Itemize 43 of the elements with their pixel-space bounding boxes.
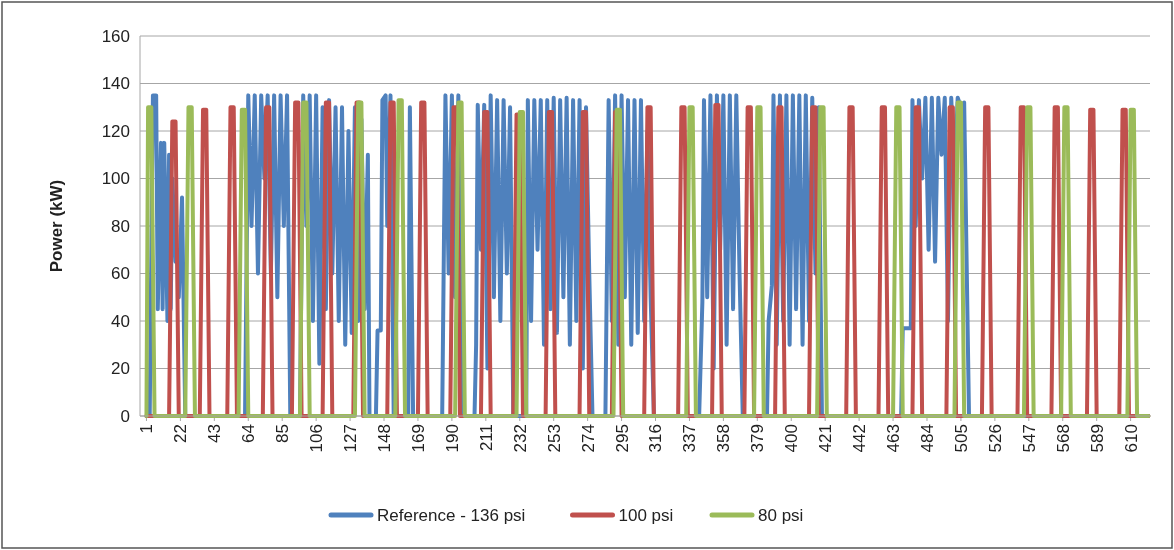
- x-tick-label: 64: [239, 424, 259, 443]
- x-tick-label: 22: [171, 424, 191, 443]
- legend-label: 80 psi: [758, 505, 804, 525]
- legend-label: Reference - 136 psi: [377, 505, 526, 525]
- x-tick-label: 232: [510, 424, 530, 453]
- y-tick-label: 120: [101, 121, 130, 141]
- x-tick-label: 43: [205, 424, 225, 443]
- y-tick-label: 20: [111, 359, 130, 379]
- x-tick-label: 295: [612, 424, 632, 453]
- x-tick-label: 190: [442, 424, 462, 453]
- y-tick-label: 160: [101, 26, 130, 46]
- y-tick-label: 0: [120, 406, 130, 426]
- x-tick-label: 379: [748, 424, 768, 453]
- y-tick-label: 140: [101, 74, 130, 94]
- y-tick-label: 40: [111, 311, 130, 331]
- x-tick-label: 463: [884, 424, 904, 453]
- x-tick-label: 526: [985, 424, 1005, 453]
- y-tick-label: 60: [111, 264, 130, 284]
- x-tick-label: 400: [782, 424, 802, 453]
- x-tick-label: 358: [714, 424, 734, 453]
- x-tick-label: 547: [1019, 424, 1039, 453]
- x-tick-label: 484: [917, 424, 937, 453]
- x-tick-label: 211: [476, 424, 496, 452]
- x-tick-label: 1: [137, 424, 157, 434]
- x-tick-label: 316: [646, 424, 666, 453]
- x-tick-label: 505: [951, 424, 971, 453]
- x-tick-label: 253: [544, 424, 564, 453]
- y-axis-title: Power (kW): [47, 179, 66, 273]
- x-tick-label: 106: [307, 424, 327, 453]
- x-tick-label: 85: [273, 424, 293, 443]
- y-tick-label: 100: [101, 169, 130, 189]
- legend-label: 100 psi: [618, 505, 674, 525]
- x-tick-label: 169: [408, 424, 428, 453]
- x-tick-label: 421: [816, 424, 836, 453]
- x-tick-label: 568: [1053, 424, 1073, 453]
- x-tick-label: 442: [850, 424, 870, 453]
- x-tick-label: 148: [374, 424, 394, 453]
- x-tick-label: 337: [680, 424, 700, 453]
- x-tick-label: 274: [578, 424, 598, 453]
- x-tick-label: 127: [341, 424, 361, 453]
- y-tick-label: 80: [111, 216, 130, 236]
- x-tick-label: 589: [1087, 424, 1107, 453]
- x-tick-label: 610: [1121, 424, 1141, 453]
